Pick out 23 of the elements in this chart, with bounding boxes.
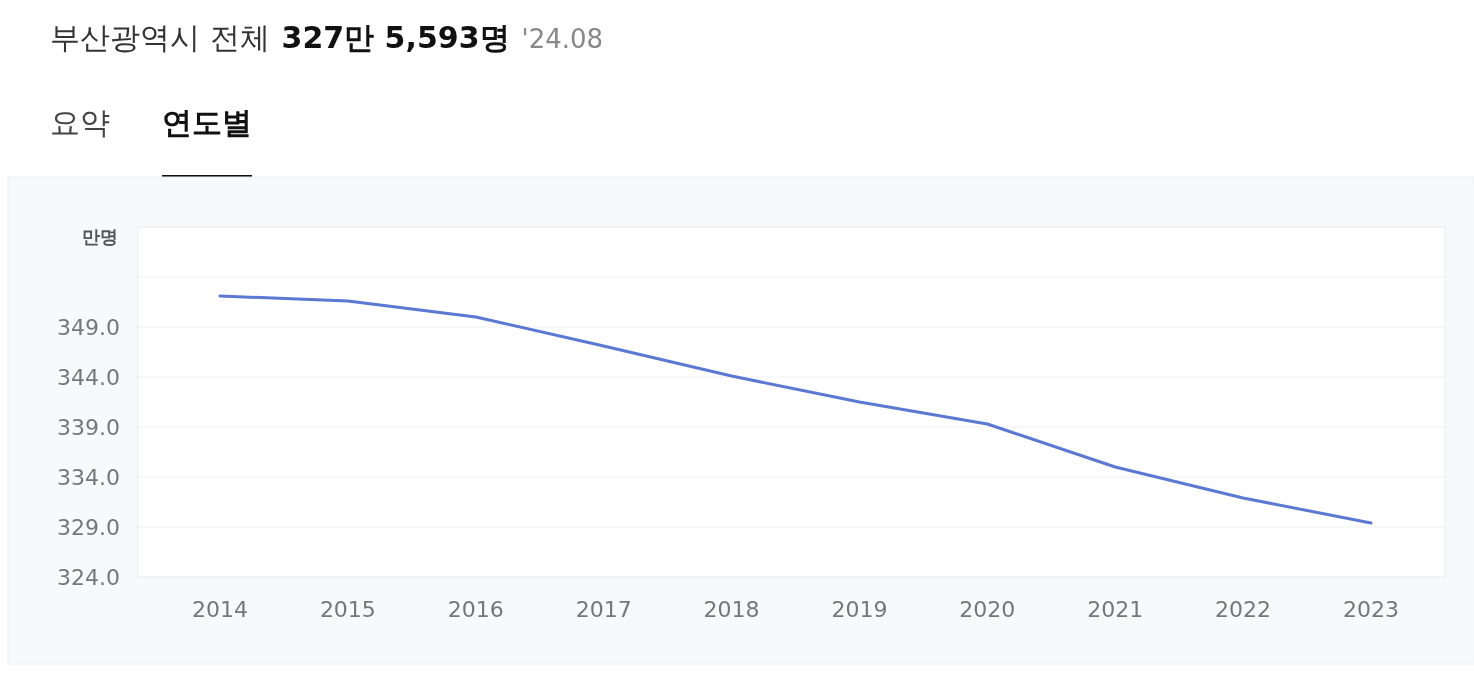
x-tick-label: 2017 [575, 597, 632, 622]
x-tick-label: 2015 [319, 597, 376, 622]
x-tick-label: 2023 [1343, 597, 1399, 622]
x-tick-label: 2014 [192, 597, 248, 622]
line-series [218, 294, 1373, 525]
chart-subtitle: 327만 5,593명 [281, 20, 510, 55]
text: 연도별 [162, 105, 252, 140]
y-tick-label: 324.0 [57, 564, 120, 590]
y-tick-label: 344.0 [57, 364, 120, 390]
y-tick-label: 329.0 [57, 514, 120, 540]
x-tick-label: 2021 [1087, 597, 1144, 622]
y-tick-label: 349.0 [57, 314, 120, 340]
x-tick-label: 2016 [447, 597, 504, 622]
x-tick-label: 2018 [703, 597, 760, 622]
x-tick-label: 2019 [831, 597, 888, 622]
text: '24.08 [521, 24, 604, 54]
chart-title: 부산광역시 전체 [50, 20, 270, 55]
y-tick-label: 339.0 [57, 414, 120, 440]
x-tick-label: 2020 [959, 597, 1016, 622]
y-tick-label: 334.0 [57, 464, 120, 490]
text: 요약 [50, 105, 110, 140]
y-axis-title: 만명 [82, 226, 118, 247]
x-tick-label: 2022 [1215, 597, 1272, 622]
